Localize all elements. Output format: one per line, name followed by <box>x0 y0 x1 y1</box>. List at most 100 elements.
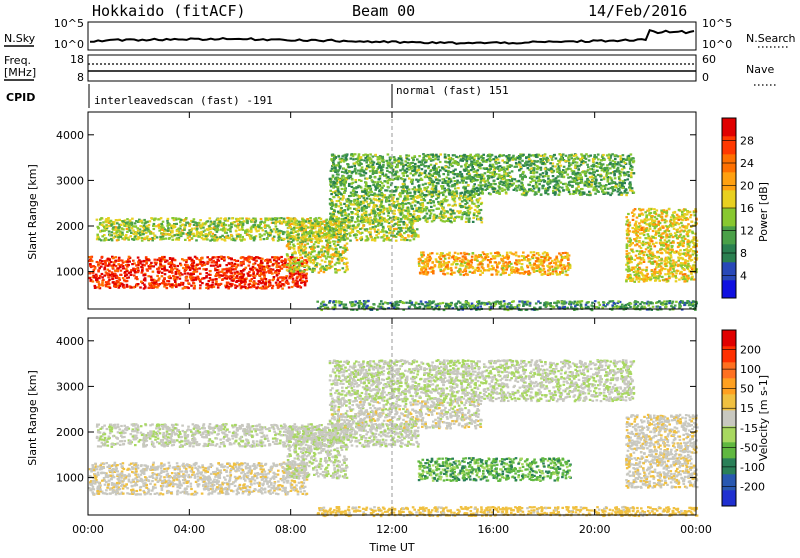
echo-cell <box>216 263 219 265</box>
echo-cell <box>350 232 353 234</box>
echo-cell <box>245 267 248 269</box>
echo-cell <box>341 199 344 201</box>
echo-cell <box>601 169 604 171</box>
echo-cell <box>142 260 145 262</box>
echo-cell <box>344 250 347 252</box>
echo-cell <box>564 183 567 185</box>
echo-cell <box>208 286 211 288</box>
echo-cell <box>344 214 347 216</box>
echo-cell <box>552 165 555 167</box>
echo-cell <box>276 266 279 268</box>
echo-cell <box>210 279 213 281</box>
echo-cell <box>179 278 182 280</box>
echo-cell <box>271 279 274 281</box>
echo-cell <box>260 227 263 229</box>
echo-cell <box>387 212 390 214</box>
echo-cell <box>301 238 304 240</box>
echo-cell <box>191 228 194 230</box>
echo-cell <box>287 240 290 242</box>
echo-cell <box>466 198 469 200</box>
echo-cell <box>472 186 475 188</box>
echo-cell <box>465 221 468 223</box>
echo-cell <box>334 192 337 194</box>
echo-cell <box>381 201 384 203</box>
echo-cell <box>257 230 260 232</box>
echo-cell <box>158 230 161 232</box>
noise-panel-frame <box>88 22 696 50</box>
echo-cell <box>365 214 368 216</box>
echo-cell <box>301 229 304 231</box>
echo-cell <box>271 287 274 289</box>
echo-cell <box>144 287 147 289</box>
echo-cell <box>174 234 177 236</box>
echo-cell <box>269 234 272 236</box>
echo-cell <box>321 254 324 256</box>
echo-cell <box>411 195 414 197</box>
echo-cell <box>357 231 360 233</box>
echo-cell <box>597 158 600 160</box>
echo-cell <box>479 182 482 184</box>
echo-cell <box>161 275 164 277</box>
echo-cell <box>148 282 151 284</box>
echo-cell <box>217 225 220 227</box>
echo-cell <box>502 154 505 156</box>
echo-cell <box>178 284 181 286</box>
echo-cell <box>327 249 330 251</box>
echo-cell <box>312 270 315 272</box>
echo-cell <box>287 231 290 233</box>
echo-cell <box>456 210 459 212</box>
echo-cell <box>174 281 177 283</box>
echo-cell <box>258 257 261 259</box>
echo-cell <box>460 165 463 167</box>
noise-left-label: N.Sky <box>4 32 36 45</box>
echo-cell <box>125 268 128 270</box>
echo-cell <box>374 237 377 239</box>
echo-cell <box>224 217 227 219</box>
echo-cell <box>92 265 95 267</box>
echo-cell <box>133 274 136 276</box>
echo-cell <box>353 165 356 167</box>
echo-cell <box>202 268 205 270</box>
echo-cell <box>298 221 301 223</box>
echo-cell <box>626 171 629 173</box>
echo-cell <box>337 174 340 176</box>
echo-cell <box>149 264 152 266</box>
echo-cell <box>217 238 220 240</box>
echo-cell <box>374 218 377 220</box>
echo-cell <box>429 158 432 160</box>
echo-cell <box>359 228 362 230</box>
echo-cell <box>250 231 253 233</box>
echo-cell <box>426 213 429 215</box>
echo-cell <box>203 277 206 279</box>
echo-cell <box>265 266 268 268</box>
echo-cell <box>328 246 331 248</box>
echo-cell <box>236 275 239 277</box>
echo-cell <box>515 189 518 191</box>
echo-cell <box>212 260 215 262</box>
echo-cell <box>134 235 137 237</box>
echo-cell <box>157 224 160 226</box>
echo-cell <box>365 212 368 214</box>
echo-cell <box>337 239 340 241</box>
echo-cell <box>246 233 249 235</box>
echo-cell <box>99 275 102 277</box>
echo-cell <box>313 250 316 252</box>
echo-cell <box>226 268 229 270</box>
echo-cell <box>240 264 243 266</box>
echo-cell <box>511 170 514 172</box>
echo-cell <box>324 227 327 229</box>
echo-cell <box>533 187 536 189</box>
echo-cell <box>429 215 432 217</box>
echo-cell <box>289 260 292 262</box>
echo-cell <box>299 257 302 259</box>
echo-cell <box>412 216 415 218</box>
echo-cell <box>370 194 373 196</box>
echo-cell <box>113 264 116 266</box>
echo-cell <box>167 218 170 220</box>
echo-cell <box>185 259 188 261</box>
echo-cell <box>276 269 279 271</box>
echo-cell <box>148 259 151 261</box>
echo-cell <box>261 287 264 289</box>
echo-cell <box>237 223 240 225</box>
